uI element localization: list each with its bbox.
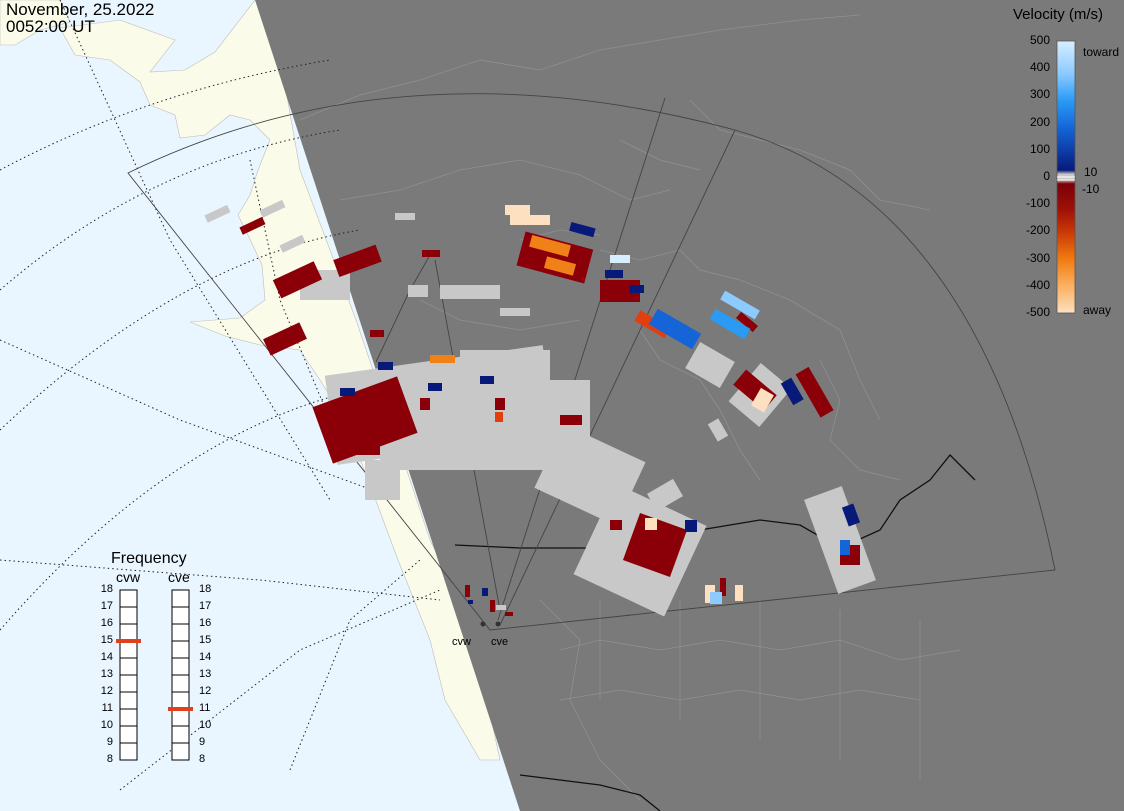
colorbar-tick-label: 0 <box>1043 169 1050 183</box>
colorbar-tick-label: 200 <box>1029 114 1050 129</box>
frequency-scale-label: 14 <box>100 651 113 663</box>
frequency-scale-label: 18 <box>199 583 212 595</box>
frequency-marker-cve <box>168 707 193 711</box>
colorbar-tick-label: 300 <box>1029 87 1050 102</box>
frequency-radar-cvw-label: cvw <box>116 569 141 585</box>
frequency-scale-label: 18 <box>100 583 113 595</box>
frequency-title: Frequency <box>111 550 187 567</box>
night-coastlines <box>299 14 961 801</box>
near-site-cells <box>465 585 513 616</box>
land-day-north <box>0 0 71 46</box>
colorbar-toward-label: toward <box>1083 45 1120 59</box>
toward-velocity-cells <box>340 222 861 604</box>
frequency-scale-label: 10 <box>100 719 113 731</box>
colorbar-away-label: away <box>1083 303 1112 317</box>
frequency-radar-cve-label: cve <box>168 569 190 585</box>
colorbar-tick-label: 400 <box>1029 60 1050 75</box>
timestamp: November, 25.2022 0052:00 UT <box>6 1 154 35</box>
frequency-scale-label: 14 <box>199 651 212 663</box>
radar-site-label-cve: cve <box>491 636 509 648</box>
radar-site-label-cvw: cvw <box>452 636 471 648</box>
frequency-scale-label: 11 <box>101 702 113 714</box>
frequency-scale-label: 13 <box>100 668 113 680</box>
colorbar-inner-pos-label: 10 <box>1084 165 1098 179</box>
colorbar-tick-label: -500 <box>1025 305 1050 319</box>
colorbar-tick-label: 500 <box>1029 33 1050 47</box>
timestamp-time: 0052:00 UT <box>6 17 95 36</box>
frequency-scale-label: 12 <box>100 685 113 697</box>
frequency-scale-label: 8 <box>106 753 113 765</box>
frequency-scale-label: 9 <box>106 736 113 748</box>
radar-site-marker-cve <box>495 621 501 627</box>
frequency-scale-label: 16 <box>199 617 212 629</box>
colorbar-tick-label: -400 <box>1025 277 1050 292</box>
colorbar-tick-label: -300 <box>1025 250 1050 265</box>
colorbar-tick-label: 100 <box>1029 141 1050 156</box>
frequency-scale-label: 15 <box>199 634 212 646</box>
colorbar-tick-label: -200 <box>1025 223 1050 238</box>
colorbar-tick-label: -100 <box>1025 196 1050 211</box>
radar-fields-of-view <box>127 93 1056 631</box>
frequency-scale-label: 15 <box>100 634 113 646</box>
frequency-scale-label: 17 <box>100 600 113 612</box>
frequency-marker-cvw <box>116 639 141 643</box>
frequency-scale-label: 10 <box>199 719 212 731</box>
timestamp-date: November, 25.2022 <box>6 0 155 19</box>
frequency-scale-label: 13 <box>199 668 212 680</box>
frequency-scale-label: 11 <box>199 702 211 714</box>
frequency-scale-label: 9 <box>199 736 206 748</box>
frequency-panel <box>119 589 190 761</box>
frequency-scale-label: 16 <box>100 617 113 629</box>
colorbar-inner-neg-label: -10 <box>1082 182 1100 196</box>
radar-site-marker-cvw <box>480 621 486 627</box>
frequency-scale-label: 17 <box>199 600 212 612</box>
frequency-scale-label: 12 <box>199 685 212 697</box>
colorbar-title: Velocity (m/s) <box>1013 6 1104 23</box>
geo-grid <box>0 0 441 791</box>
frequency-scale-label: 8 <box>199 753 206 765</box>
